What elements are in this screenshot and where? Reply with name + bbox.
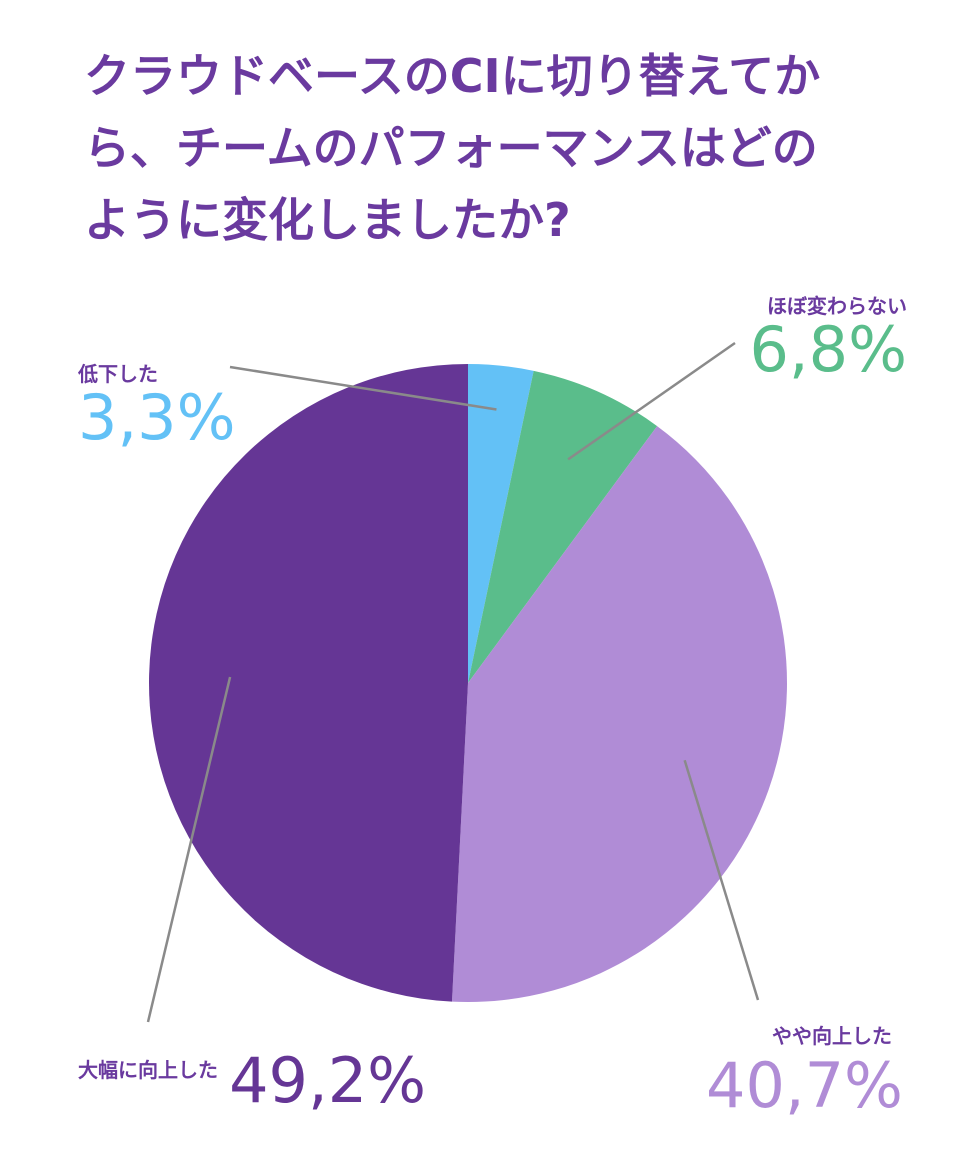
slice-label-decreased: 低下した	[78, 362, 158, 386]
pie-slice-greatly-improved	[149, 364, 469, 1002]
chart-title-line-1: クラウドベースのCIに切り替えてか	[84, 49, 821, 103]
leader-line-decreased	[229, 365, 497, 411]
slice-label-unchanged: ほぼ変わらない	[767, 294, 907, 318]
slice-value-decreased: 3,3%	[78, 381, 236, 454]
slice-label-slightly-improved: やや向上した	[772, 1024, 892, 1048]
slice-label-group-unchanged: ほぼ変わらない 6,8%	[722, 290, 907, 381]
slice-value-unchanged: 6,8%	[749, 313, 907, 386]
pie-slice-slightly-improved	[451, 426, 788, 1003]
leader-line-greatly-improved	[146, 676, 232, 1023]
slice-label-group-slightly-improved: やや向上した 40,7%	[706, 1020, 903, 1122]
slice-label-group-greatly-improved: 大幅に向上した 49,2%	[78, 1050, 426, 1112]
leader-line-slightly-improved	[683, 759, 760, 1001]
slice-value-slightly-improved: 40,7%	[706, 1049, 903, 1122]
pie-slice-unchanged	[468, 370, 658, 683]
slice-label-greatly-improved: 大幅に向上した	[78, 1058, 218, 1082]
leader-line-unchanged	[567, 341, 736, 461]
chart-title: クラウドベースのCIに切り替えてか ら、チームのパフォーマンスはどの ように変化…	[84, 40, 884, 256]
chart-title-line-3: ように変化しましたか?	[84, 193, 571, 247]
chart-title-line-2: ら、チームのパフォーマンスはどの	[84, 121, 818, 175]
slice-value-greatly-improved: 49,2%	[229, 1044, 427, 1117]
pie-slice-decreased	[468, 364, 534, 683]
slice-label-group-decreased: 低下した 3,3%	[78, 358, 236, 449]
